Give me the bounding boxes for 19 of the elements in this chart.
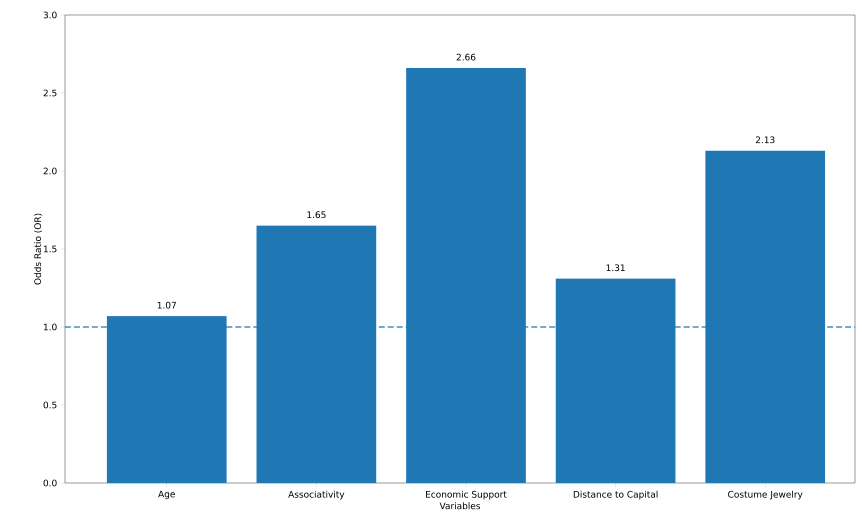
x-tick-label: Distance to Capital [574, 490, 658, 500]
y-axis-title: Odds Ratio (OR) [34, 214, 42, 285]
x-tick-label: Costume Jewelry [728, 490, 803, 500]
data-label: 2.66 [456, 54, 476, 61]
y-tick-label: 2.0 [44, 168, 57, 174]
data-label: 1.07 [158, 302, 176, 309]
x-tick-label: Age [158, 490, 175, 500]
y-tick-label: 3.0 [44, 12, 57, 18]
x-tick-label: Associativity [288, 490, 344, 500]
y-tick-label: 1.5 [44, 246, 56, 252]
x-tick-label: Economic Support [426, 490, 507, 500]
y-tick-label: 2.5 [44, 90, 56, 96]
data-label: 1.65 [307, 211, 326, 218]
y-tick-label: 1.0 [44, 324, 57, 330]
data-label: 1.31 [606, 264, 625, 272]
y-tick-label: 0.0 [44, 480, 57, 486]
y-tick-label: 0.5 [44, 402, 56, 408]
x-axis-title: Variables [440, 502, 480, 510]
data-label: 2.13 [756, 136, 774, 144]
